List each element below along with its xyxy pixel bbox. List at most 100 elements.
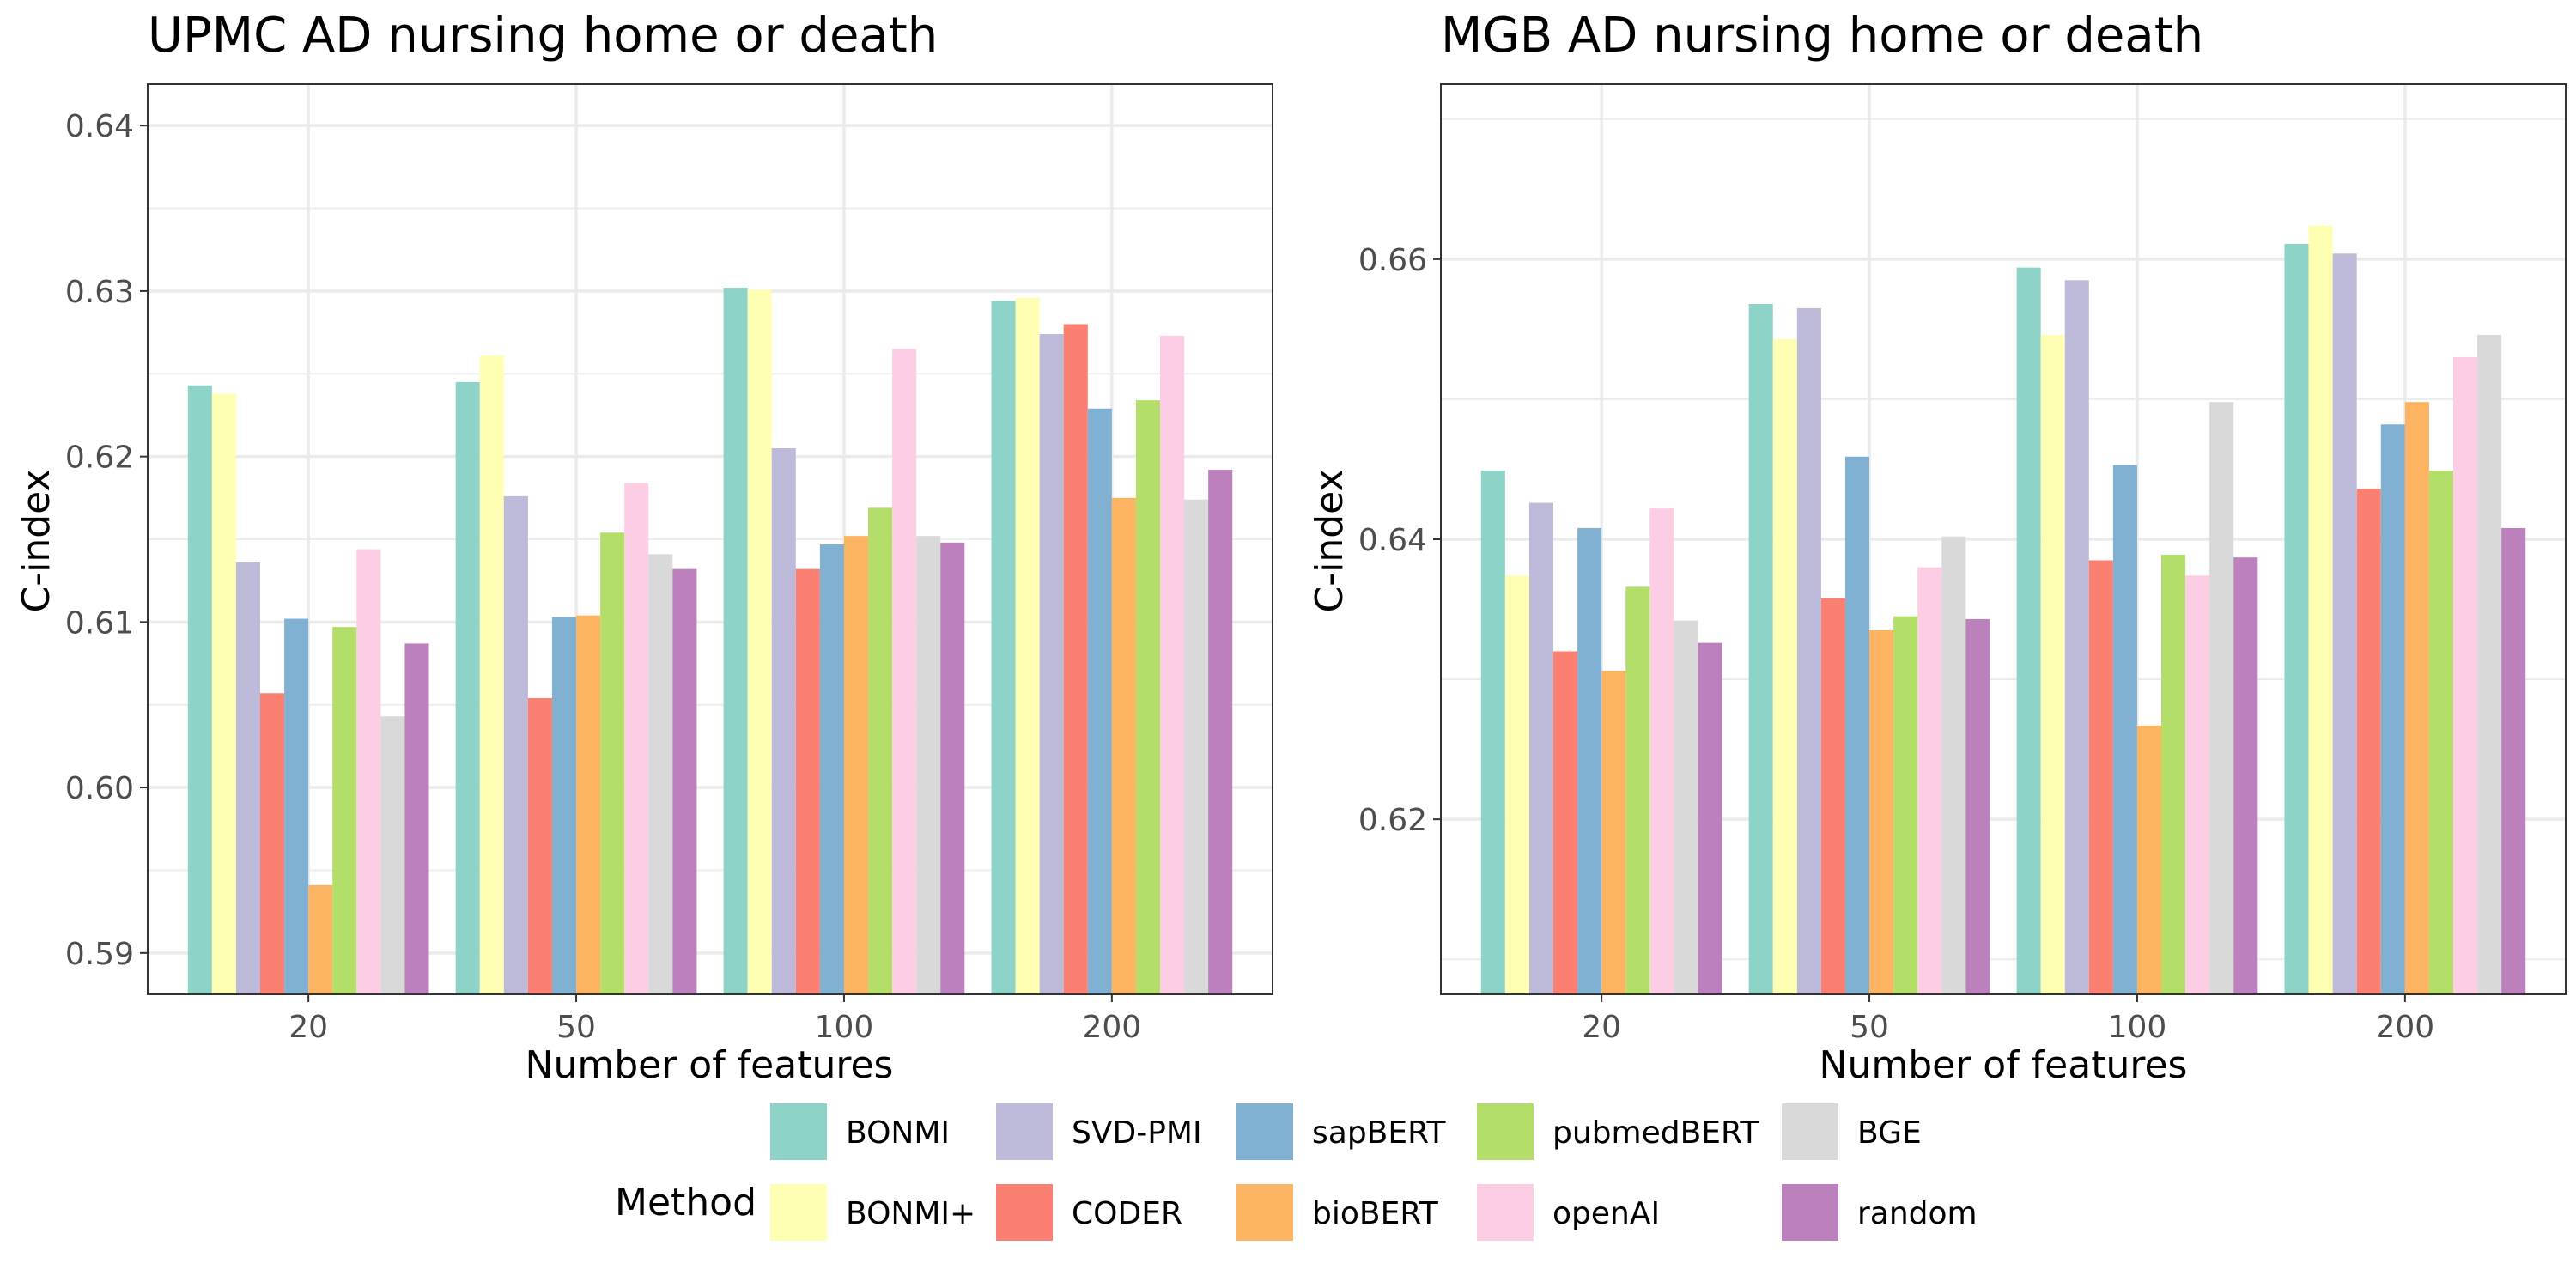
legend-key-random — [1782, 1184, 1838, 1241]
y-tick-label: 0.64 — [1358, 523, 1427, 558]
legend-key-svd-pmi — [996, 1103, 1053, 1160]
bar-biobert-100 — [2136, 725, 2162, 994]
panel-border — [147, 83, 1273, 995]
bar-biobert-20 — [1601, 671, 1626, 994]
bar-pubmedbert-100 — [2161, 554, 2186, 994]
bar-bonmi--50 — [479, 355, 504, 994]
bar-pubmedbert-200 — [1135, 400, 1160, 994]
right-y-axis-title: C-index — [1308, 470, 1352, 613]
bar-bonmi-50 — [1748, 304, 1773, 994]
bar-biobert-200 — [2404, 402, 2429, 995]
bar-pubmedbert-50 — [1893, 616, 1918, 994]
bar-pubmedbert-200 — [2428, 471, 2453, 994]
legend-label-svd-pmi: SVD-PMI — [1072, 1115, 1202, 1151]
legend-key-sapbert — [1236, 1103, 1293, 1160]
bar-bonmi--100 — [747, 289, 772, 994]
bar-svd-pmi-200 — [1039, 334, 1064, 994]
bar-bonmi-20 — [1480, 471, 1505, 994]
bar-bonmi--50 — [1772, 338, 1797, 994]
bar-bge-200 — [1184, 499, 1209, 994]
x-tick-label: 200 — [1082, 1010, 1141, 1045]
bar-svd-pmi-200 — [2332, 253, 2357, 994]
bar-bonmi-100 — [2016, 267, 2041, 995]
bar-pubmedbert-20 — [1625, 586, 1650, 994]
bar-sapbert-50 — [1844, 456, 1870, 994]
bar-bge-100 — [2209, 402, 2234, 995]
y-tick-label: 0.60 — [65, 771, 134, 806]
bar-openai-20 — [1649, 508, 1674, 994]
bar-svd-pmi-50 — [1796, 307, 1821, 994]
bar-coder-50 — [527, 698, 552, 994]
bar-openai-20 — [356, 549, 381, 994]
bar-openai-200 — [2453, 357, 2478, 994]
bar-bonmi--100 — [2040, 334, 2065, 994]
bar-random-50 — [672, 568, 697, 994]
x-tick-label: 50 — [556, 1010, 596, 1045]
x-tick-label: 200 — [2375, 1010, 2434, 1045]
legend-key-openai — [1477, 1184, 1534, 1241]
y-tick-label: 0.64 — [65, 109, 134, 144]
right-x-axis-title: Number of features — [1820, 1043, 2188, 1087]
bar-sapbert-100 — [819, 544, 844, 994]
bar-coder-20 — [260, 693, 285, 994]
bar-random-200 — [2501, 527, 2526, 994]
x-tick-label: 20 — [1582, 1010, 1621, 1045]
legend-label-random: random — [1857, 1196, 1978, 1231]
bar-bonmi-20 — [187, 385, 212, 994]
legend-key-bge — [1782, 1103, 1838, 1160]
legend-label-biobert: bioBERT — [1312, 1196, 1439, 1231]
legend-key-bonmi — [770, 1103, 827, 1160]
bar-openai-200 — [1160, 335, 1185, 995]
bar-biobert-50 — [576, 615, 601, 994]
bar-sapbert-200 — [2380, 424, 2405, 994]
legend-label-bge: BGE — [1857, 1115, 1922, 1151]
bar-bonmi--200 — [1015, 297, 1040, 995]
left-panel-title: UPMC AD nursing home or death — [148, 8, 938, 64]
bar-svd-pmi-100 — [2064, 280, 2089, 994]
bar-coder-100 — [2088, 560, 2113, 994]
legend-label-coder: CODER — [1072, 1196, 1182, 1231]
y-tick-label: 0.63 — [65, 275, 134, 310]
x-tick-label: 20 — [289, 1010, 328, 1045]
y-tick-label: 0.62 — [1358, 803, 1427, 838]
y-tick-label: 0.59 — [65, 937, 134, 972]
legend-key-pubmedbert — [1477, 1103, 1534, 1160]
bar-random-100 — [940, 542, 965, 994]
bar-coder-100 — [795, 568, 820, 994]
y-tick-label: 0.66 — [1358, 243, 1427, 278]
bar-bonmi-200 — [991, 301, 1016, 994]
bar-bonmi--20 — [1504, 575, 1529, 994]
bar-sapbert-20 — [1577, 527, 1602, 994]
left-y-axis-title: C-index — [15, 470, 58, 613]
legend-label-bonmi-: BONMI+ — [846, 1196, 975, 1231]
bar-bge-200 — [2477, 334, 2502, 994]
bar-biobert-20 — [308, 884, 333, 994]
bar-pubmedbert-50 — [600, 532, 625, 994]
bar-coder-50 — [1820, 598, 1845, 994]
bar-random-100 — [2233, 557, 2258, 994]
x-tick-label: 100 — [815, 1010, 874, 1045]
bar-bge-50 — [1941, 536, 1966, 994]
x-tick-label: 50 — [1850, 1010, 1889, 1045]
bar-pubmedbert-100 — [868, 507, 893, 994]
legend-label-bonmi: BONMI — [846, 1115, 950, 1151]
y-tick-label: 0.62 — [65, 440, 134, 476]
bar-openai-50 — [1917, 567, 1942, 994]
y-tick-label: 0.61 — [65, 605, 134, 641]
legend-title: Method — [615, 1181, 756, 1224]
right-chart-panel: 0.62 0.64 0.66 20 50 100 200 — [1358, 83, 2567, 1045]
bar-sapbert-50 — [551, 617, 577, 994]
bar-bonmi--20 — [211, 393, 236, 994]
bar-openai-100 — [2185, 575, 2210, 994]
bar-svd-pmi-50 — [503, 495, 528, 994]
bar-biobert-50 — [1869, 630, 1894, 994]
bar-sapbert-200 — [1087, 408, 1112, 994]
bar-random-20 — [404, 643, 429, 994]
legend-key-coder — [996, 1184, 1053, 1241]
bar-random-200 — [1208, 470, 1233, 994]
legend-key-biobert — [1236, 1184, 1293, 1241]
right-panel-title: MGB AD nursing home or death — [1441, 8, 2203, 64]
bar-pubmedbert-20 — [332, 627, 357, 994]
legend-label-pubmedbert: pubmedBERT — [1552, 1115, 1759, 1151]
bar-bonmi--200 — [2308, 225, 2333, 994]
